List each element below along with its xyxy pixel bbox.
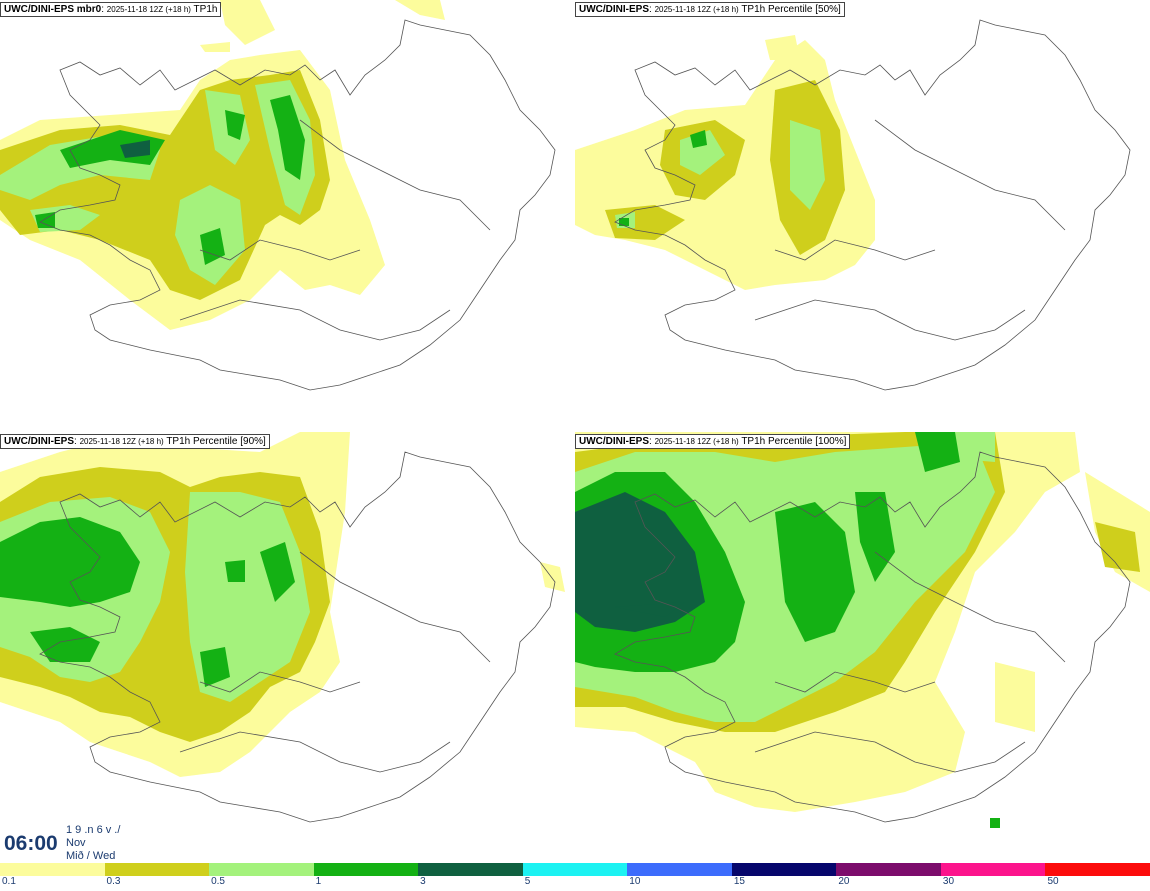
panel-title: UWC/DINI-EPS: 2025-11-18 12Z (+18 h) TP1… bbox=[575, 434, 851, 449]
precip-field bbox=[575, 432, 1150, 828]
precip-colorbar bbox=[0, 863, 1150, 876]
colorbar-segment bbox=[940, 863, 1046, 876]
coastline bbox=[614, 451, 1131, 823]
colorbar-tick: 5 bbox=[524, 876, 531, 887]
map-panel-mbr0: UWC/DINI-EPS mbr0: 2025-11-18 12Z (+18 h… bbox=[0, 0, 575, 430]
colorbar-tick: 3 bbox=[420, 876, 426, 887]
colorbar-segment bbox=[418, 863, 523, 876]
map-panel-p50: UWC/DINI-EPS: 2025-11-18 12Z (+18 h) TP1… bbox=[575, 0, 1150, 430]
map-panel-p100: UWC/DINI-EPS: 2025-11-18 12Z (+18 h) TP1… bbox=[575, 432, 1150, 862]
precip-map bbox=[0, 0, 556, 391]
precip-map bbox=[0, 432, 565, 823]
precip-field bbox=[0, 432, 565, 777]
valid-time: 06:00 bbox=[4, 832, 58, 855]
colorbar-segment bbox=[104, 863, 210, 876]
coastline bbox=[614, 19, 1131, 391]
colorbar-segment bbox=[0, 863, 105, 876]
colorbar-tick: 20 bbox=[838, 876, 850, 887]
colorbar-segment bbox=[731, 863, 837, 876]
precip-field bbox=[0, 0, 445, 330]
colorbar-segment bbox=[1045, 863, 1150, 876]
colorbar-segment bbox=[209, 863, 314, 876]
colorbar-tick: 10 bbox=[629, 876, 641, 887]
colorbar-segment bbox=[836, 863, 941, 876]
colorbar-tick: 15 bbox=[733, 876, 745, 887]
colorbar-segment bbox=[313, 863, 419, 876]
colorbar-tick: 0.5 bbox=[211, 876, 225, 887]
colorbar-tick: 50 bbox=[1047, 876, 1059, 887]
colorbar-segment bbox=[522, 863, 628, 876]
coastline bbox=[39, 19, 556, 391]
colorbar-tick: 1 bbox=[315, 876, 322, 887]
panel-title: UWC/DINI-EPS mbr0: 2025-11-18 12Z (+18 h… bbox=[0, 2, 222, 17]
colorbar-segment bbox=[627, 863, 732, 876]
colorbar-tick: 30 bbox=[942, 876, 955, 887]
valid-time-box: 06:00 1 9 .n 6 v ./ Nov Mið / Wed bbox=[0, 824, 134, 862]
coastline bbox=[39, 451, 556, 823]
colorbar-tick: 0.3 bbox=[106, 876, 121, 887]
precip-field bbox=[575, 35, 875, 290]
map-panel-p90: UWC/DINI-EPS: 2025-11-18 12Z (+18 h) TP1… bbox=[0, 432, 575, 862]
panel-title: UWC/DINI-EPS: 2025-11-18 12Z (+18 h) TP1… bbox=[575, 2, 845, 17]
colorbar-tick: 0.1 bbox=[2, 876, 16, 887]
precip-map bbox=[575, 432, 1150, 828]
precip-map bbox=[575, 19, 1131, 391]
colorbar-tick-labels: 0.1 0.3 0.5 1 3 5 10 15 20 30 50 bbox=[0, 876, 1150, 890]
panel-title: UWC/DINI-EPS: 2025-11-18 12Z (+18 h) TP1… bbox=[0, 434, 270, 449]
valid-date: 1 9 .n 6 v ./ Nov Mið / Wed bbox=[66, 824, 121, 862]
